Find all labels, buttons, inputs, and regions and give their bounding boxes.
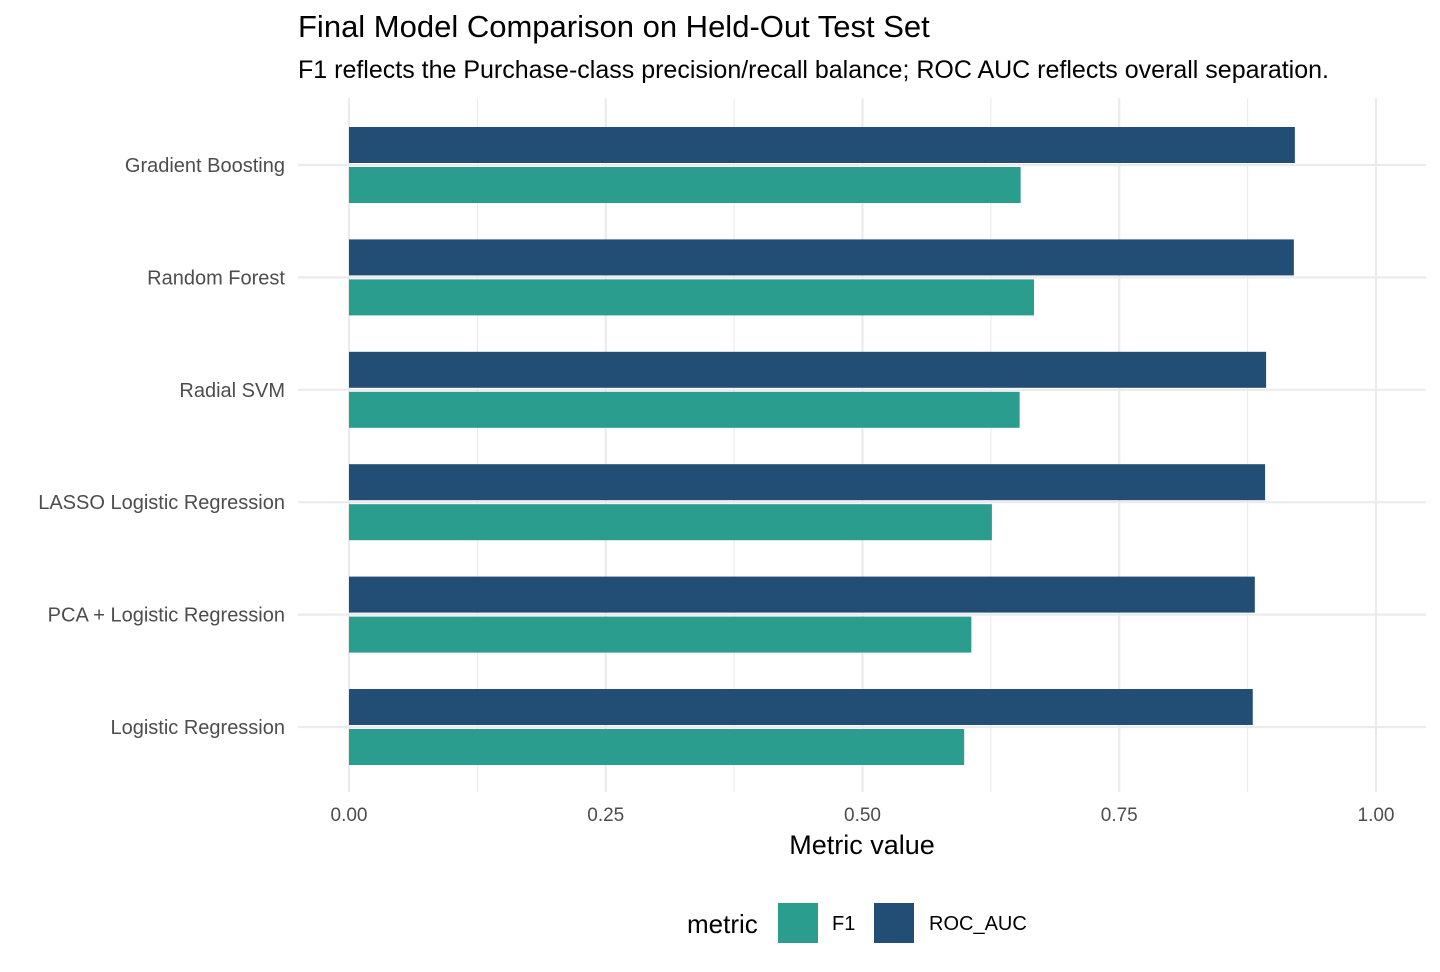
category-label: Random Forest (147, 267, 285, 289)
bar-roc-auc (349, 464, 1266, 501)
x-tick-label: 0.50 (844, 805, 881, 826)
bar-roc-auc (349, 239, 1294, 276)
x-axis-title: Metric value (789, 830, 935, 860)
x-tick-label: 0.00 (331, 805, 368, 826)
bar-roc-auc (349, 127, 1295, 163)
category-label: PCA + Logistic Regression (48, 605, 285, 627)
legend-label-roc-auc: ROC_AUC (929, 913, 1027, 935)
chart-subtitle: F1 reflects the Purchase-class precision… (298, 56, 1329, 84)
bar-f1 (349, 391, 1020, 428)
grid (298, 98, 1426, 792)
category-label: Radial SVM (179, 380, 285, 402)
legend-key-roc-auc (874, 903, 914, 943)
x-tick-label: 1.00 (1358, 805, 1395, 826)
bars (349, 127, 1295, 765)
legend-title: metric (687, 909, 758, 939)
chart-title: Final Model Comparison on Held-Out Test … (298, 9, 930, 44)
legend-label-f1: F1 (832, 913, 855, 935)
bar-roc-auc (349, 351, 1267, 388)
category-label: Gradient Boosting (125, 155, 285, 177)
category-labels: Gradient Boosting Random Forest Radial SVM… (38, 155, 285, 739)
bar-f1 (349, 616, 972, 653)
bar-roc-auc (349, 576, 1255, 613)
legend-key-f1 (778, 903, 818, 943)
x-tick-label: 0.25 (587, 805, 624, 826)
category-label: Logistic Regression (110, 717, 285, 739)
bar-f1 (349, 729, 965, 765)
legend: metric F1 ROC_AUC (687, 903, 1027, 943)
x-tick-labels: 0.00 0.25 0.50 0.75 1.00 (331, 805, 1395, 826)
bar-f1 (349, 167, 1021, 203)
category-label: LASSO Logistic Regression (38, 492, 285, 514)
bar-f1 (349, 504, 992, 541)
x-tick-label: 0.75 (1101, 805, 1138, 826)
bar-roc-auc (349, 689, 1253, 725)
bar-f1 (349, 279, 1035, 316)
